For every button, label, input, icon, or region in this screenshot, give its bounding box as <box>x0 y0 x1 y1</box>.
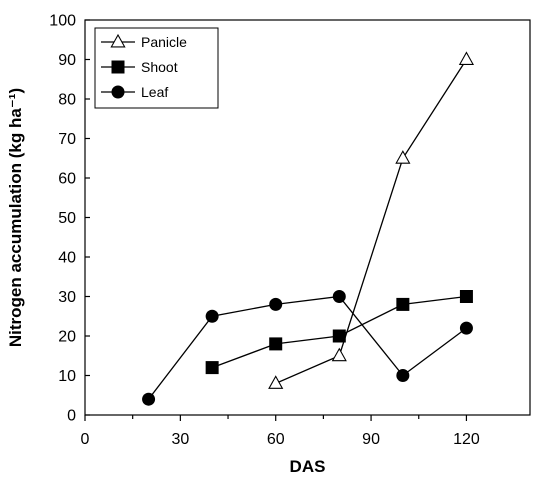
legend-marker-panicle <box>110 33 126 48</box>
y-tick-label: 10 <box>58 368 76 385</box>
panicle-point <box>331 347 347 362</box>
leaf-point <box>269 297 283 311</box>
shoot-point <box>459 290 473 303</box>
shoot-point <box>396 297 410 311</box>
x-tick-label: 120 <box>453 431 480 448</box>
legend-label-leaf: Leaf <box>141 84 168 100</box>
shoot-point <box>332 329 346 343</box>
legend: Panicle Shoot Leaf <box>94 27 219 109</box>
x-tick-label: 90 <box>362 431 380 448</box>
x-tick-label: 30 <box>171 431 189 448</box>
shoot-point <box>269 337 283 351</box>
panicle-point <box>395 150 411 164</box>
leaf-point <box>142 392 156 406</box>
x-axis-title: DAS <box>290 457 326 476</box>
y-tick-label: 60 <box>58 171 76 188</box>
y-tick-label: 30 <box>58 289 76 306</box>
leaf-point <box>459 321 473 335</box>
panicle-point <box>268 375 284 389</box>
x-tick-label: 0 <box>81 431 90 448</box>
legend-label-panicle: Panicle <box>141 34 187 50</box>
legend-marker-leaf <box>111 85 125 99</box>
leaf-point <box>332 290 346 303</box>
panicle-point <box>458 51 475 65</box>
series-panicle <box>268 51 475 389</box>
legend-label-shoot: Shoot <box>141 59 178 75</box>
panicle-line <box>275 59 467 384</box>
shoot-point <box>205 361 219 375</box>
y-tick-label: 70 <box>58 131 76 148</box>
series-layer <box>142 51 475 406</box>
axes: 0 10 20 30 40 50 60 70 80 90 100 0 30 60 90 120 <box>49 13 531 448</box>
y-tick-label: 20 <box>58 329 76 346</box>
series-shoot <box>205 290 473 375</box>
x-tick-label: 60 <box>267 431 285 448</box>
y-tick-label: 40 <box>58 250 76 267</box>
y-tick-label: 0 <box>67 408 76 425</box>
y-tick-label: 100 <box>49 13 76 30</box>
leaf-line <box>148 295 467 400</box>
y-tick-label: 80 <box>58 92 76 109</box>
legend-marker-shoot <box>111 60 125 74</box>
leaf-point <box>205 309 219 323</box>
y-tick-label: 50 <box>58 210 76 227</box>
y-axis-title: Nitrogen accumulation (kg ha⁻¹) <box>6 88 25 347</box>
y-tick-label: 90 <box>58 52 76 69</box>
leaf-point <box>396 369 410 382</box>
series-leaf <box>142 290 473 406</box>
